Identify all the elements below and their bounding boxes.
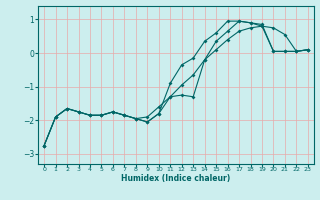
X-axis label: Humidex (Indice chaleur): Humidex (Indice chaleur) bbox=[121, 174, 231, 183]
